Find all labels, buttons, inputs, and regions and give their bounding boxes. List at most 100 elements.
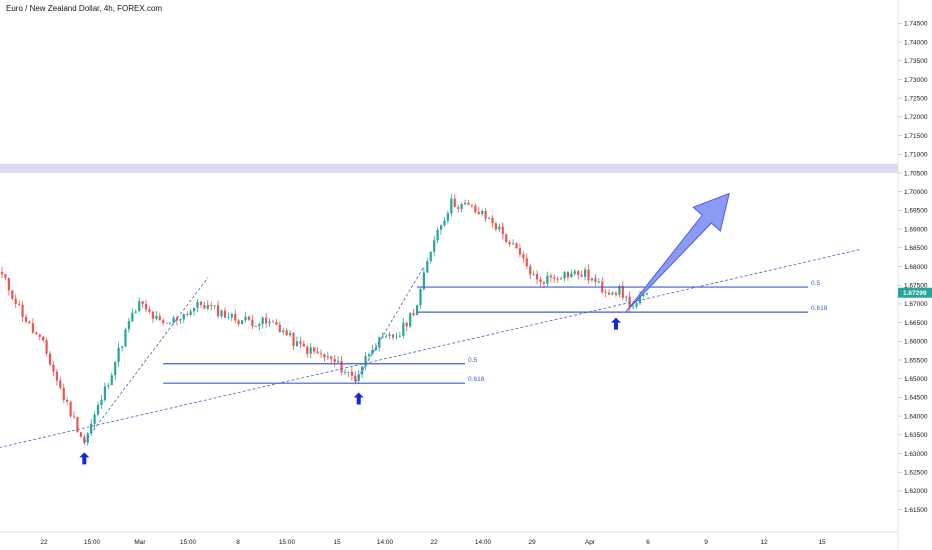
candle-body	[189, 311, 192, 315]
time-tick-label: 15:00	[279, 539, 296, 546]
price-tick-label: 1.70000	[904, 189, 928, 196]
candle-body	[55, 371, 58, 381]
candle-body	[316, 351, 319, 354]
candle-body	[398, 335, 401, 337]
candle-body	[597, 281, 600, 283]
time-tick-label: 15:00	[180, 539, 197, 546]
candle-body	[361, 366, 364, 375]
candle-body	[72, 416, 76, 418]
price-tick-label: 1.64000	[904, 413, 928, 420]
current-price-tag: 1.67299	[898, 287, 932, 298]
time-tick-label: 9	[704, 539, 708, 546]
candle-body	[484, 211, 487, 219]
candle-body	[323, 353, 326, 358]
candle-body	[364, 356, 367, 367]
candle-body	[642, 294, 645, 297]
candle-body	[199, 301, 203, 305]
candle-body	[333, 359, 336, 363]
candle-body	[24, 316, 28, 322]
candle-body	[570, 273, 573, 278]
candle-body	[216, 305, 220, 317]
candle-body	[69, 401, 72, 417]
candle-body	[573, 271, 576, 274]
candle-body	[83, 436, 86, 443]
candle-body	[494, 223, 498, 230]
price-tick-label: 1.68500	[904, 245, 928, 252]
price-tick-label: 1.62500	[904, 470, 928, 477]
candle-body	[186, 314, 189, 315]
candle-body	[625, 296, 628, 298]
price-tick-label: 1.70500	[904, 170, 928, 177]
price-tick-label: 1.72000	[904, 114, 928, 121]
time-tick-label: 14:00	[377, 539, 394, 546]
time-tick-label: 8	[236, 539, 240, 546]
candle-body	[577, 271, 580, 275]
candle-body	[388, 334, 391, 336]
candle-body	[261, 317, 264, 325]
candle-body	[79, 432, 82, 437]
candle-body	[206, 304, 209, 309]
time-tick-label: 15:00	[84, 539, 101, 546]
candle-body	[539, 279, 542, 283]
price-tick-label: 1.62000	[904, 488, 928, 495]
time-tick-label: 14:00	[475, 539, 492, 546]
candle-body	[309, 347, 312, 354]
candle-body	[48, 353, 52, 365]
price-tick-label: 1.63000	[904, 451, 928, 458]
candle-body	[289, 333, 292, 336]
candle-body	[350, 371, 353, 376]
candle-body	[371, 349, 374, 355]
candle-body	[563, 272, 566, 279]
candle-body	[196, 301, 199, 308]
price-tick-label: 1.66000	[904, 339, 928, 346]
fib-level-label: 0.5	[468, 357, 477, 364]
price-axis[interactable]: 1.74500 1.74000 1.73500 1.73000 1.72500 1.720…	[898, 21, 928, 514]
candle-body	[347, 371, 350, 373]
candle-body	[220, 310, 223, 317]
time-tick-label: 6	[646, 539, 650, 546]
candle-body	[433, 240, 436, 252]
candle-body	[247, 316, 251, 320]
candle-body	[59, 380, 62, 388]
candle-body	[628, 296, 631, 308]
candle-body	[549, 275, 552, 278]
price-tick-label: 1.66500	[904, 320, 928, 327]
candle-body	[559, 278, 563, 280]
time-axis[interactable]: 22 15:00 Mar 15:00 8 15:00 15 14:00 22 14:00 29 Apr…	[40, 539, 826, 546]
candle-body	[436, 229, 439, 241]
price-tick-label: 1.61500	[904, 507, 928, 514]
candle-body	[487, 217, 491, 219]
candle-body	[117, 347, 120, 363]
projection-arrow	[625, 192, 730, 312]
price-tick-label: 1.71500	[904, 133, 928, 140]
candle-body	[340, 360, 343, 373]
candle-body	[594, 278, 597, 282]
candle-body	[446, 213, 449, 221]
candle-body	[158, 315, 161, 321]
price-tick-label: 1.67000	[904, 301, 928, 308]
swing-line	[84, 277, 209, 443]
candle-body	[584, 269, 587, 277]
candle-body	[131, 312, 134, 322]
time-tick-label: 15	[818, 539, 826, 546]
candle-body	[210, 304, 213, 307]
candle-body	[31, 323, 34, 333]
time-tick-label: Mar	[134, 539, 146, 546]
price-tick-label: 1.65000	[904, 376, 928, 383]
resistance-zone	[0, 163, 898, 173]
candle-body	[419, 289, 422, 306]
candle-body	[21, 304, 24, 317]
candle-body	[237, 320, 240, 324]
candle-body	[443, 220, 446, 226]
candle-body	[42, 336, 45, 341]
candle-body	[66, 399, 69, 402]
candle-body	[96, 404, 100, 415]
time-tick-label: 22	[40, 539, 48, 546]
candle-body	[162, 320, 165, 324]
candle-body	[391, 334, 395, 338]
candle-body	[529, 266, 532, 275]
candle-body	[251, 319, 254, 327]
candle-body	[141, 301, 144, 305]
candle-body	[227, 317, 230, 319]
